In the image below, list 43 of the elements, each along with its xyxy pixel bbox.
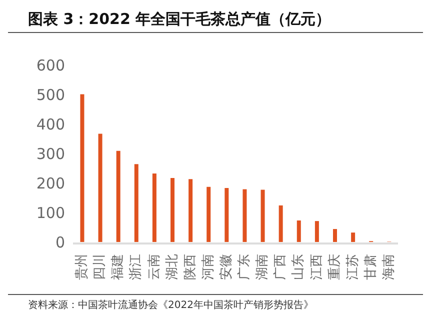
x-tick-label: 福建	[110, 254, 126, 280]
x-tick-label: 河南	[200, 254, 216, 280]
bar	[242, 189, 247, 242]
y-tick-label: 200	[36, 174, 65, 192]
bar	[314, 221, 319, 242]
y-tick-label: 400	[36, 115, 65, 134]
x-tick-label: 海南	[381, 254, 396, 280]
bar	[116, 150, 120, 242]
bar	[152, 174, 156, 242]
x-tick-label: 江西	[309, 254, 324, 280]
y-tick-label: 0	[55, 233, 65, 252]
x-tick-label: 贵州	[74, 254, 90, 280]
text: 资料来源：中国茶叶流通协会《2022年中国茶叶产销形势报告》	[8, 294, 423, 312]
x-tick-label: 湖南	[255, 254, 270, 280]
y-tick-label: 100	[36, 204, 65, 222]
x-tick-label: 四川	[92, 254, 108, 280]
bar	[260, 190, 265, 242]
y-tick-label: 300	[36, 144, 65, 163]
bar	[278, 205, 283, 242]
bar	[170, 178, 174, 242]
bar	[188, 179, 193, 242]
y-tick-label: 600	[36, 56, 65, 74]
x-tick-label: 广东	[237, 254, 252, 280]
bar	[333, 229, 337, 242]
bar	[296, 220, 301, 242]
x-tick-label: 甘肃	[363, 254, 378, 280]
x-tick-label: 安徽	[218, 254, 234, 280]
x-tick-label: 重庆	[327, 254, 342, 280]
chart-title: 图表 3：2022 年全国干毛茶总产值（亿元）	[8, 8, 423, 33]
bar	[98, 134, 102, 242]
bar	[224, 188, 229, 242]
bar	[351, 232, 356, 242]
y-tick-label: 500	[36, 86, 65, 104]
bar	[80, 94, 84, 242]
x-tick-label: 陕西	[182, 254, 198, 280]
x-tick-label: 广西	[273, 254, 288, 280]
x-tick-label: 江苏	[345, 254, 360, 280]
x-tick-label: 浙江	[128, 254, 144, 280]
x-tick-label: 云南	[146, 254, 162, 280]
x-tick-label: 山东	[291, 254, 306, 280]
bar	[134, 164, 138, 242]
x-tick-label: 湖北	[164, 254, 180, 280]
bar	[206, 186, 211, 242]
